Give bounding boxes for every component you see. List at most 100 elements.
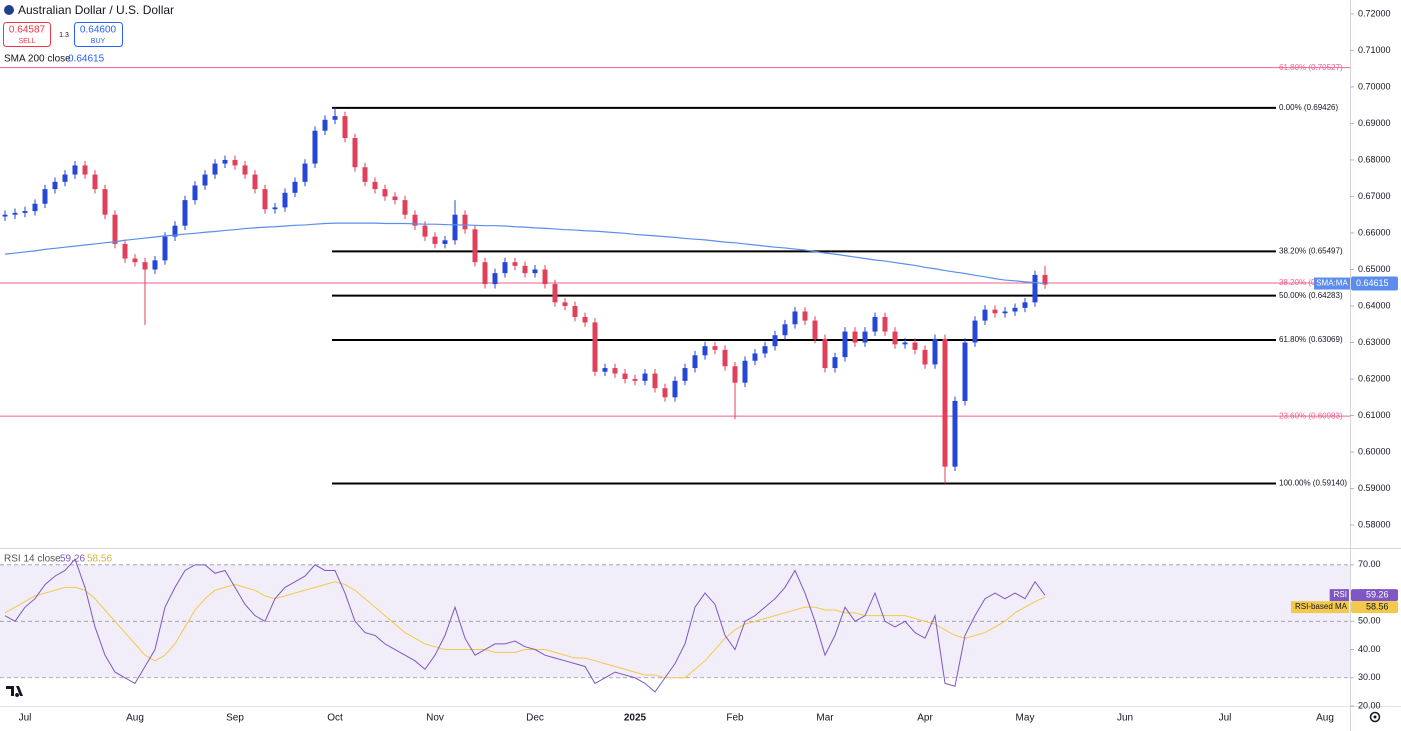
candle xyxy=(82,161,88,179)
fib-level-label: 61.80% (0.63069) xyxy=(1279,335,1343,344)
candle xyxy=(852,327,858,347)
candle xyxy=(992,305,998,318)
candle xyxy=(382,184,388,201)
candle xyxy=(162,232,168,265)
candle-body xyxy=(502,262,508,274)
candle-body xyxy=(462,214,468,230)
series-tag-name: RSI xyxy=(1334,590,1347,599)
candle-body xyxy=(482,262,488,285)
sma-tag-name: SMA:MA xyxy=(1316,279,1348,288)
candle xyxy=(312,126,318,168)
candle-body xyxy=(172,225,178,237)
buy-button[interactable] xyxy=(74,22,123,47)
y-tick-label: 0.65000 xyxy=(1358,264,1391,274)
candle-body xyxy=(942,338,948,467)
gear-center xyxy=(1373,715,1377,719)
fib-level-label: 50.00% (0.64283) xyxy=(1279,291,1343,300)
series-value-box xyxy=(1351,601,1398,614)
candle xyxy=(262,184,268,214)
candle-body xyxy=(732,366,738,383)
fib-level-label: 61.80% (0.70527) xyxy=(1279,63,1343,72)
candle-body xyxy=(572,305,578,317)
candle xyxy=(462,210,468,234)
candle xyxy=(142,257,148,325)
candle xyxy=(272,203,278,214)
candle xyxy=(1032,270,1038,307)
candle xyxy=(912,338,918,355)
candle-body xyxy=(852,331,858,343)
candle xyxy=(622,369,628,384)
x-tick-label: May xyxy=(1016,713,1035,724)
candle-body xyxy=(832,357,838,369)
y-tick-label: 0.63000 xyxy=(1358,337,1391,347)
candle-body xyxy=(102,189,108,215)
x-tick-label: Sep xyxy=(226,713,244,724)
candle-body xyxy=(52,181,58,190)
candle xyxy=(392,192,398,205)
candle-body xyxy=(1032,274,1038,303)
candle-body xyxy=(612,368,618,374)
candle-body xyxy=(292,181,298,193)
y-tick-label: 0.67000 xyxy=(1358,191,1391,201)
candle-body xyxy=(272,207,278,210)
candle-body xyxy=(762,346,768,354)
candle xyxy=(602,363,608,377)
gear-icon[interactable] xyxy=(1369,711,1381,723)
candle xyxy=(552,279,558,307)
sell-button[interactable] xyxy=(3,22,51,47)
candle-body xyxy=(882,316,888,332)
candle-body xyxy=(552,284,558,303)
candle xyxy=(52,177,58,194)
candle-body xyxy=(522,265,528,274)
fib-level-label: 23.60% (0.60983) xyxy=(1279,411,1343,420)
candle xyxy=(612,363,618,378)
candle xyxy=(412,210,418,231)
candle-body xyxy=(932,338,938,365)
candle-body xyxy=(432,236,438,244)
candle-body xyxy=(782,324,788,336)
candle xyxy=(452,200,458,245)
x-tick-label: Feb xyxy=(726,713,744,724)
candle-body xyxy=(722,349,728,367)
x-tick-label: Jul xyxy=(19,713,32,724)
candle-body xyxy=(562,302,568,306)
candle-body xyxy=(402,200,408,215)
candle xyxy=(442,235,448,249)
sell-price: 0.64587 xyxy=(9,25,46,36)
candle-body xyxy=(912,342,918,350)
candle-body xyxy=(222,159,228,164)
candle xyxy=(302,159,308,187)
candle-body xyxy=(992,309,998,314)
candle xyxy=(472,224,478,267)
candle xyxy=(562,297,568,311)
candle-body xyxy=(802,311,808,321)
y-tick-label: 0.61000 xyxy=(1358,410,1391,420)
candle-body xyxy=(812,320,818,339)
candle xyxy=(22,206,28,218)
candle xyxy=(752,349,758,366)
x-tick-label: Oct xyxy=(327,713,343,724)
candle-body xyxy=(702,346,708,356)
plot-layer: 61.80% (0.70527) 38.20% (0 23.60% (0.60983… xyxy=(0,63,1350,693)
candle xyxy=(122,239,128,263)
x-tick-label: 2025 xyxy=(624,713,647,724)
candle-body xyxy=(352,138,358,168)
settings-button[interactable] xyxy=(1369,711,1381,723)
candle xyxy=(112,210,118,249)
candle-body xyxy=(412,214,418,226)
candle-body xyxy=(1042,274,1048,285)
candle xyxy=(932,334,938,369)
candle-body xyxy=(322,119,328,131)
candle xyxy=(1022,297,1028,313)
candle xyxy=(712,341,718,355)
candle xyxy=(432,232,438,249)
sell-label: SELL xyxy=(18,38,35,45)
fib-level-label: 38.20% (0 xyxy=(1279,278,1316,287)
fib-level-label: 100.00% (0.59140) xyxy=(1279,479,1347,488)
sma-legend-name: SMA 200 close xyxy=(4,54,71,65)
candle xyxy=(542,265,548,289)
candle xyxy=(822,334,828,373)
